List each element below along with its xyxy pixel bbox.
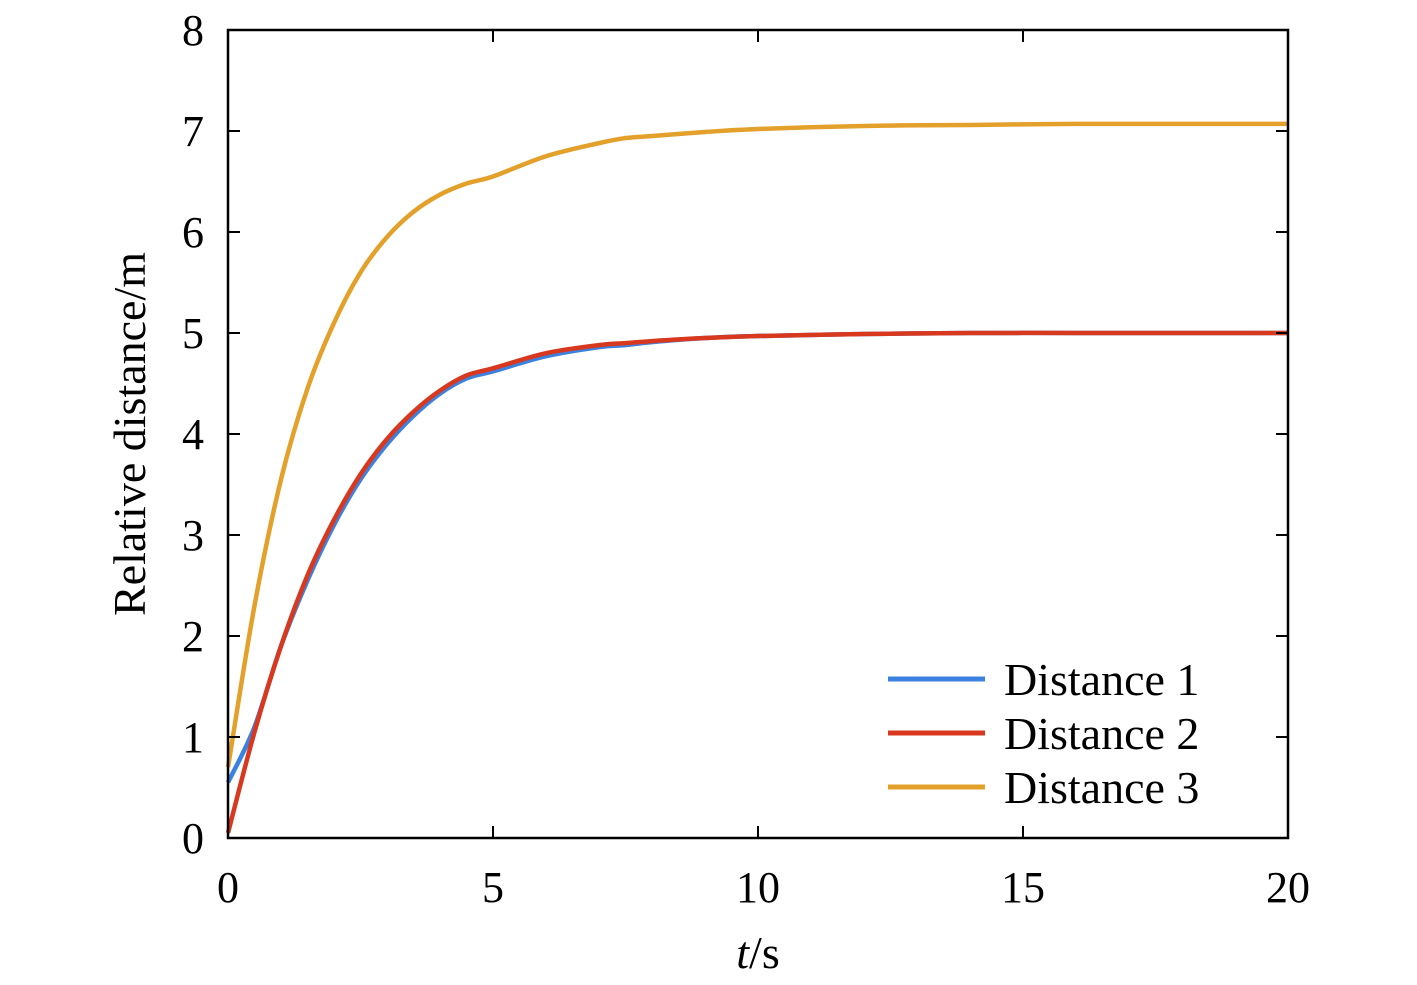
legend-label-2: Distance 2	[1004, 708, 1199, 759]
x-tick-labels: 0 5 10 15 20	[217, 863, 1310, 912]
x-tick-label: 15	[1001, 863, 1045, 912]
x-axis-label: t/s	[736, 927, 779, 978]
series-line-3	[225, 121, 1288, 768]
y-tick-label: 1	[182, 713, 204, 762]
x-tick-label: 0	[217, 863, 239, 912]
y-tick-label: 2	[182, 612, 204, 661]
y-tick-labels: 0 1 2 3 4 5 6 7 8	[182, 6, 204, 863]
y-tick-label: 7	[182, 107, 204, 156]
legend-label-1: Distance 1	[1004, 654, 1199, 705]
x-tick-label: 5	[482, 863, 504, 912]
ticks-layer	[227, 29, 1289, 839]
y-axis-label: Relative distance/m	[104, 252, 155, 616]
y-tick-label: 8	[182, 6, 204, 55]
x-axis-label-unit: /s	[749, 927, 780, 978]
y-tick-label: 0	[182, 814, 204, 863]
x-tick-label: 10	[736, 863, 780, 912]
x-axis-label-variable: t	[736, 927, 750, 978]
y-tick-label: 6	[182, 208, 204, 257]
series-line-2	[225, 330, 1288, 834]
y-tick-label: 5	[182, 309, 204, 358]
legend-label-3: Distance 3	[1004, 762, 1199, 813]
y-tick-label: 4	[182, 410, 204, 459]
x-tick-label: 20	[1266, 863, 1310, 912]
series-layer	[225, 121, 1288, 834]
y-tick-label: 3	[182, 511, 204, 560]
